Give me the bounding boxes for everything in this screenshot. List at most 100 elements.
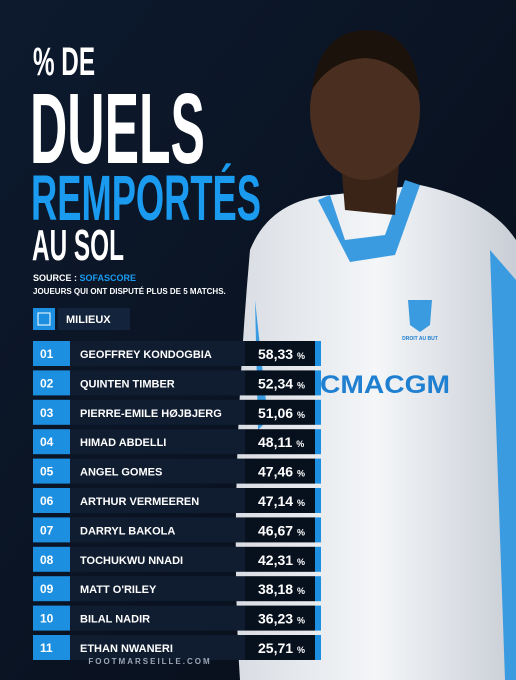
- value-accent: [315, 429, 321, 455]
- value-number: 36,23: [258, 611, 293, 627]
- rank: 05: [40, 465, 54, 479]
- row-background: [70, 517, 245, 543]
- player-name: PIERRE-EMILE HØJBJERG: [80, 408, 222, 420]
- rank: 02: [40, 376, 54, 390]
- rank-box: [33, 429, 70, 455]
- rank-box: [33, 341, 70, 366]
- value-box: [245, 517, 315, 543]
- row-background: [70, 341, 245, 366]
- value: 52,34%: [258, 375, 305, 391]
- source-label: SOURCE : SOFASCORE: [33, 273, 136, 283]
- row-background: [70, 399, 245, 425]
- value-number: 46,67: [258, 522, 293, 538]
- rank-box: [33, 517, 70, 543]
- player-name: ARTHUR VERMEEREN: [80, 496, 199, 508]
- rank: 11: [40, 641, 53, 655]
- value: 47,14%: [258, 493, 305, 509]
- value-box: [245, 605, 315, 631]
- player-name: ANGEL GOMES: [80, 467, 162, 479]
- player-name: ETHAN NWANERI: [80, 643, 173, 655]
- section-label: MILIEUX: [66, 314, 111, 326]
- rank: 09: [40, 582, 54, 596]
- value-unit: %: [297, 410, 305, 420]
- footer: FOOTMARSEILLE.COM: [88, 657, 211, 666]
- rank-box: [33, 635, 70, 660]
- value-accent: [315, 605, 321, 631]
- value-box: [245, 635, 315, 660]
- badge-text: DROIT AU BUT: [402, 336, 438, 342]
- source-note: JOUEURS QUI ONT DISPUTÉ PLUS DE 5 MATCHS…: [33, 287, 226, 296]
- value: 58,33%: [258, 346, 305, 362]
- value: 48,11%: [258, 434, 304, 450]
- value: 51,06%: [258, 405, 305, 421]
- player-name: MATT O'RILEY: [80, 584, 157, 596]
- rank: 10: [40, 612, 54, 626]
- value-number: 47,14: [258, 493, 293, 509]
- value-unit: %: [297, 380, 305, 390]
- rank: 01: [40, 347, 54, 361]
- sponsor-text: CMACGM: [320, 371, 450, 399]
- player-name: TOCHUKWU NNADI: [80, 555, 183, 567]
- rank-box: [33, 605, 70, 631]
- value-number: 47,46: [258, 464, 293, 480]
- value-box: [245, 546, 315, 572]
- rank: 07: [40, 523, 54, 537]
- value-number: 52,34: [258, 375, 293, 391]
- value-unit: %: [297, 557, 305, 567]
- value-unit: %: [297, 351, 305, 361]
- value-box: [245, 429, 315, 455]
- rank-box: [33, 399, 70, 425]
- title-line: AU SOL: [32, 221, 124, 270]
- value: 38,18%: [258, 581, 305, 597]
- title-line: DUELS: [30, 73, 205, 185]
- rank-box: [33, 488, 70, 513]
- value: 42,31%: [258, 552, 305, 568]
- value-box: [245, 370, 315, 396]
- value-unit: %: [297, 616, 305, 626]
- value-accent: [315, 458, 321, 484]
- value-unit: %: [297, 498, 305, 508]
- value-number: 51,06: [258, 405, 293, 421]
- value: 46,67%: [258, 522, 305, 538]
- value-unit: %: [297, 586, 305, 596]
- value-unit: %: [297, 469, 305, 479]
- row-background: [70, 576, 245, 602]
- value-box: [245, 576, 315, 602]
- row-background: [70, 605, 245, 631]
- value-number: 38,18: [258, 581, 293, 597]
- value-accent: [315, 635, 321, 660]
- title-line: REMPORTÉS: [31, 162, 261, 234]
- value-accent: [315, 370, 321, 396]
- value-accent: [315, 576, 321, 602]
- value-box: [245, 488, 315, 513]
- rank-box: [33, 370, 70, 396]
- row-background: [70, 429, 245, 455]
- value-accent: [315, 399, 321, 425]
- value-accent: [315, 517, 321, 543]
- value-number: 42,31: [258, 552, 293, 568]
- value-unit: %: [297, 645, 305, 655]
- row-background: [70, 370, 245, 396]
- player-name: DARRYL BAKOLA: [80, 525, 175, 537]
- section-box: [58, 308, 130, 330]
- rank: 06: [40, 494, 54, 508]
- player-name: GEOFFREY KONDOGBIA: [80, 349, 212, 361]
- value-accent: [315, 488, 321, 513]
- source-label: SOURCE :: [33, 273, 77, 283]
- value-unit: %: [296, 439, 304, 449]
- value: 36,23%: [258, 611, 305, 627]
- rank: 08: [40, 553, 54, 567]
- row-background: [70, 488, 245, 513]
- rank: 04: [40, 435, 54, 449]
- rank: 03: [40, 406, 54, 420]
- value-accent: [315, 341, 321, 366]
- rank-box: [33, 546, 70, 572]
- rank-box: [33, 458, 70, 484]
- player-name: QUINTEN TIMBER: [80, 378, 175, 390]
- section-icon: [33, 308, 55, 330]
- row-background: [70, 458, 245, 484]
- row-background: [70, 546, 245, 572]
- player-name: HIMAD ABDELLI: [80, 437, 166, 449]
- source-name: SOFASCORE: [80, 273, 137, 283]
